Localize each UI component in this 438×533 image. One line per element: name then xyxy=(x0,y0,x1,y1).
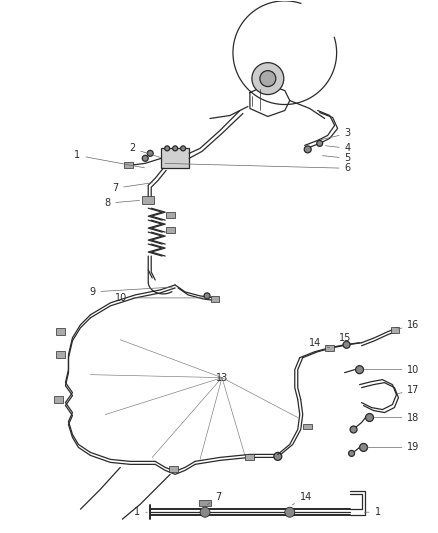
Text: 14: 14 xyxy=(292,492,312,505)
Text: 19: 19 xyxy=(367,442,420,453)
Text: 3: 3 xyxy=(320,128,351,140)
Circle shape xyxy=(349,450,355,456)
Circle shape xyxy=(317,140,323,147)
Circle shape xyxy=(260,71,276,86)
Text: 13: 13 xyxy=(216,373,228,383)
Text: 18: 18 xyxy=(374,413,420,423)
Bar xyxy=(53,396,64,403)
Circle shape xyxy=(200,507,210,517)
Text: 10: 10 xyxy=(364,365,420,375)
Bar xyxy=(161,148,189,168)
Text: 5: 5 xyxy=(322,154,351,163)
Bar xyxy=(169,466,178,472)
Text: 17: 17 xyxy=(397,385,420,394)
Text: 1: 1 xyxy=(364,507,381,517)
Text: 6: 6 xyxy=(165,163,351,173)
Text: 16: 16 xyxy=(398,320,420,330)
Bar xyxy=(166,227,175,233)
Bar xyxy=(56,351,66,358)
Circle shape xyxy=(343,341,350,348)
Bar xyxy=(124,163,133,168)
Bar xyxy=(56,328,66,335)
Circle shape xyxy=(356,366,364,374)
Text: 2: 2 xyxy=(129,143,161,157)
Circle shape xyxy=(204,293,210,299)
Circle shape xyxy=(252,63,284,94)
Circle shape xyxy=(360,443,367,451)
Text: 1: 1 xyxy=(134,507,148,517)
Circle shape xyxy=(165,146,170,151)
Text: 1: 1 xyxy=(74,150,145,168)
Bar xyxy=(392,327,399,333)
Bar xyxy=(211,296,219,302)
Bar xyxy=(325,345,334,351)
Circle shape xyxy=(274,453,282,461)
Circle shape xyxy=(173,146,178,151)
Text: 9: 9 xyxy=(89,287,173,297)
Text: 8: 8 xyxy=(104,198,139,208)
Circle shape xyxy=(180,146,186,151)
Text: 10: 10 xyxy=(115,293,209,303)
Bar xyxy=(166,212,175,218)
Circle shape xyxy=(142,155,148,161)
Bar xyxy=(303,424,312,430)
Circle shape xyxy=(285,507,295,517)
Text: 14: 14 xyxy=(309,338,330,348)
Text: 15: 15 xyxy=(339,333,352,343)
Text: 7: 7 xyxy=(112,183,152,193)
Text: 4: 4 xyxy=(325,143,351,154)
Text: 7: 7 xyxy=(207,492,221,505)
Circle shape xyxy=(304,146,311,153)
Circle shape xyxy=(350,426,357,433)
Bar xyxy=(245,455,254,461)
Bar xyxy=(142,196,154,204)
Bar xyxy=(199,500,211,506)
Circle shape xyxy=(147,150,153,156)
Circle shape xyxy=(366,414,374,422)
